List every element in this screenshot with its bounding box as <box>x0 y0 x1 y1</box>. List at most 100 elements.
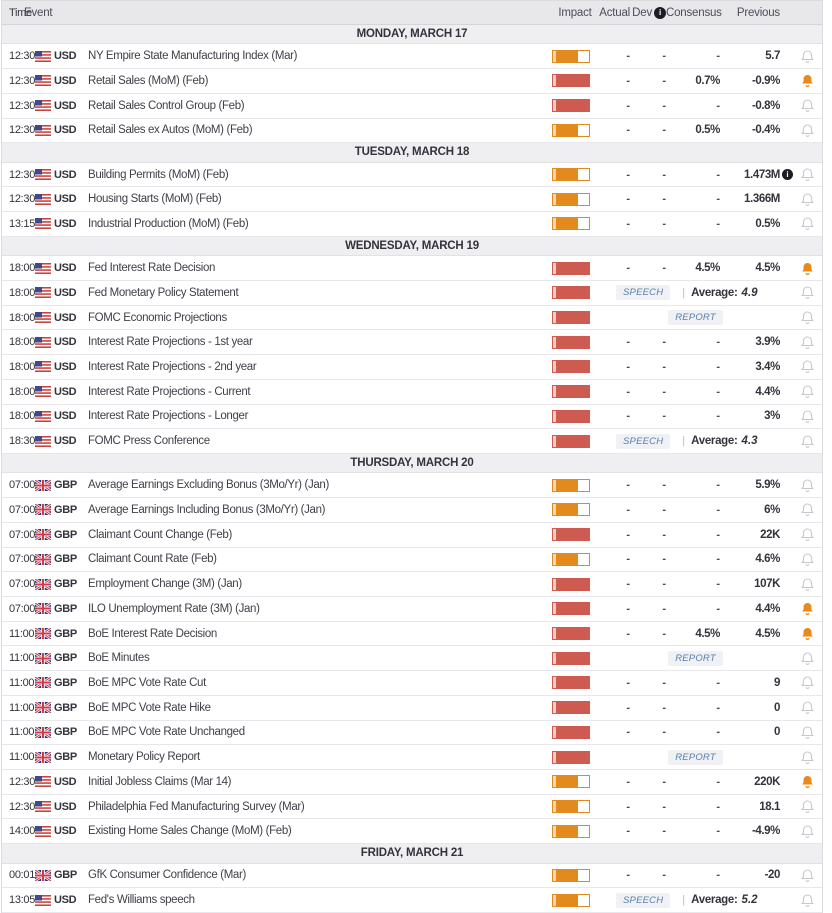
report-badge[interactable]: REPORT <box>668 310 723 325</box>
bell-icon[interactable] <box>800 478 815 493</box>
bell-icon[interactable] <box>800 384 815 399</box>
bell-icon[interactable] <box>800 577 815 592</box>
bell-active-icon[interactable] <box>800 774 815 789</box>
event-row[interactable]: 18:00 USD Fed Monetary Policy Statement SPE… <box>2 280 822 306</box>
deviation-value: - <box>662 676 666 689</box>
event-row[interactable]: 12:30 USD NY Empire State Manufacturing In… <box>2 44 822 70</box>
bell-icon[interactable] <box>800 868 815 883</box>
consensus-value: - <box>716 775 720 788</box>
day-separator-label: TUESDAY, MARCH 18 <box>354 146 470 159</box>
event-row[interactable]: 07:00 GBP Claimant Count Change (Feb) - - - 22… <box>2 522 822 548</box>
event-name: Retail Sales (MoM) (Feb) <box>88 74 209 87</box>
event-row[interactable]: 11:00 GBP BoE Minutes REPORT <box>2 646 822 672</box>
event-currency: USD <box>54 825 77 838</box>
actual-value: - <box>626 869 630 882</box>
event-row[interactable]: 14:00 USD Existing Home Sales Change (MoM)… <box>2 819 822 845</box>
bell-icon[interactable] <box>800 552 815 567</box>
event-row[interactable]: 12:30 USD Philadelphia Fed Manufacturing S… <box>2 794 822 820</box>
impact-bar-segment <box>556 751 589 763</box>
uk-flag-icon <box>32 603 54 615</box>
high-impact-indicator <box>552 409 590 423</box>
column-header-dev-label: Dev <box>632 6 652 19</box>
bell-icon[interactable] <box>800 310 815 325</box>
bell-icon[interactable] <box>800 750 815 765</box>
impact-cell <box>552 409 598 423</box>
event-row[interactable]: 07:00 GBP Claimant Count Rate (Feb) - - - 4.6% <box>2 547 822 573</box>
event-row[interactable]: 18:00 USD Interest Rate Projections - Long… <box>2 404 822 430</box>
bell-icon[interactable] <box>800 700 815 715</box>
bell-icon[interactable] <box>800 192 815 207</box>
report-badge[interactable]: REPORT <box>668 749 723 765</box>
event-row[interactable]: 07:00 GBP Average Earnings Including Bonus… <box>2 498 822 523</box>
bell-icon[interactable] <box>800 123 815 138</box>
impact-cell <box>552 725 598 739</box>
deviation-value: - <box>662 528 666 541</box>
bell-icon[interactable] <box>800 167 815 182</box>
event-row[interactable]: 12:30 USD Building Permits (MoM) (Feb) - - - 1… <box>2 162 822 188</box>
consensus-value: - <box>716 676 720 689</box>
event-row[interactable]: 11:00 GBP BoE MPC Vote Rate Unchanged - - - 0 <box>2 720 822 746</box>
impact-bar-segment <box>553 336 556 348</box>
event-currency: GBP <box>54 701 77 714</box>
bell-icon[interactable] <box>800 434 815 449</box>
impact-bar-segment <box>556 75 589 87</box>
bell-icon[interactable] <box>800 824 815 839</box>
speech-badge[interactable]: SPEECH <box>616 285 671 301</box>
previous-info-icon[interactable]: i <box>782 169 793 181</box>
event-row[interactable]: 13:15 USD Industrial Production (MoM) (Feb… <box>2 212 822 237</box>
bell-icon[interactable] <box>800 799 815 814</box>
bell-active-icon[interactable] <box>800 73 815 88</box>
event-row[interactable]: 11:00 GBP BoE MPC Vote Rate Hike - - - 0 <box>2 695 822 721</box>
event-row[interactable]: 11:00 GBP BoE MPC Vote Rate Cut - - - 9 <box>2 671 822 696</box>
event-row[interactable]: 11:00 GBP Monetary Policy Report REPORT <box>2 745 822 770</box>
bell-icon[interactable] <box>800 893 815 908</box>
bell-active-icon[interactable] <box>800 261 815 276</box>
event-time: 13:05 <box>9 894 36 907</box>
event-row[interactable]: 18:00 USD FOMC Economic Projections REPORT <box>2 305 822 331</box>
event-row[interactable]: 13:05 USD Fed's Williams speech SPEECH | Aver… <box>2 888 822 913</box>
event-row[interactable]: 18:00 USD Interest Rate Projections - 2nd … <box>2 355 822 380</box>
bell-icon[interactable] <box>800 409 815 424</box>
report-badge[interactable]: REPORT <box>668 650 723 666</box>
bell-icon[interactable] <box>800 651 815 666</box>
impact-bar-segment <box>556 702 589 714</box>
bell-icon[interactable] <box>800 502 815 517</box>
event-row[interactable]: 18:30 USD FOMC Press Conference SPEECH | Aver… <box>2 429 822 454</box>
bell-icon[interactable] <box>800 359 815 374</box>
event-row[interactable]: 00:01 GBP GfK Consumer Confidence (Mar) - - -… <box>2 863 822 889</box>
event-row[interactable]: 07:00 GBP Average Earnings Excluding Bonus… <box>2 473 822 499</box>
bell-icon[interactable] <box>800 285 815 300</box>
impact-cell <box>552 311 598 324</box>
speech-badge[interactable]: SPEECH <box>616 433 671 449</box>
deviation-value: - <box>662 50 666 63</box>
event-currency: GBP <box>54 553 77 566</box>
event-row[interactable]: 18:00 USD Fed Interest Rate Decision - - 4.5%… <box>2 256 822 281</box>
event-row[interactable]: 12:30 USD Housing Starts (MoM) (Feb) - - - 1.3… <box>2 187 822 213</box>
bell-active-icon[interactable] <box>800 626 815 641</box>
event-row[interactable]: 11:00 GBP BoE Interest Rate Decision - - 4.5%… <box>2 621 822 647</box>
event-row[interactable]: 18:00 USD Interest Rate Projections - 1st … <box>2 330 822 356</box>
event-row[interactable]: 12:30 USD Retail Sales (MoM) (Feb) - - 0.7% -0… <box>2 69 822 94</box>
bell-cell <box>793 700 822 715</box>
bell-icon[interactable] <box>800 335 815 350</box>
us-flag-icon <box>32 410 54 422</box>
event-currency: USD <box>54 168 77 181</box>
bell-icon[interactable] <box>800 98 815 113</box>
impact-cell <box>552 49 598 63</box>
bell-active-icon[interactable] <box>800 601 815 616</box>
event-row[interactable]: 07:00 GBP ILO Unemployment Rate (3M) (Jan)… <box>2 596 822 622</box>
event-row[interactable]: 18:00 USD Interest Rate Projections - Curr… <box>2 379 822 405</box>
event-row[interactable]: 12:30 USD Retail Sales Control Group (Feb)… <box>2 93 822 119</box>
event-time: 18:00 <box>9 336 36 349</box>
bell-icon[interactable] <box>800 725 815 740</box>
bell-icon[interactable] <box>800 675 815 690</box>
dev-info-icon[interactable]: i <box>654 6 666 19</box>
bell-icon[interactable] <box>800 49 815 64</box>
bell-icon[interactable] <box>800 216 815 231</box>
event-row[interactable]: 12:30 USD Retail Sales ex Autos (MoM) (Feb… <box>2 118 822 144</box>
event-row[interactable]: 07:00 GBP Employment Change (3M) (Jan) - - - 1… <box>2 572 822 597</box>
bell-icon[interactable] <box>800 527 815 542</box>
uk-flag-icon <box>32 578 54 590</box>
speech-badge[interactable]: SPEECH <box>616 892 671 908</box>
event-row[interactable]: 12:30 USD Initial Jobless Claims (Mar 14) -… <box>2 769 822 795</box>
